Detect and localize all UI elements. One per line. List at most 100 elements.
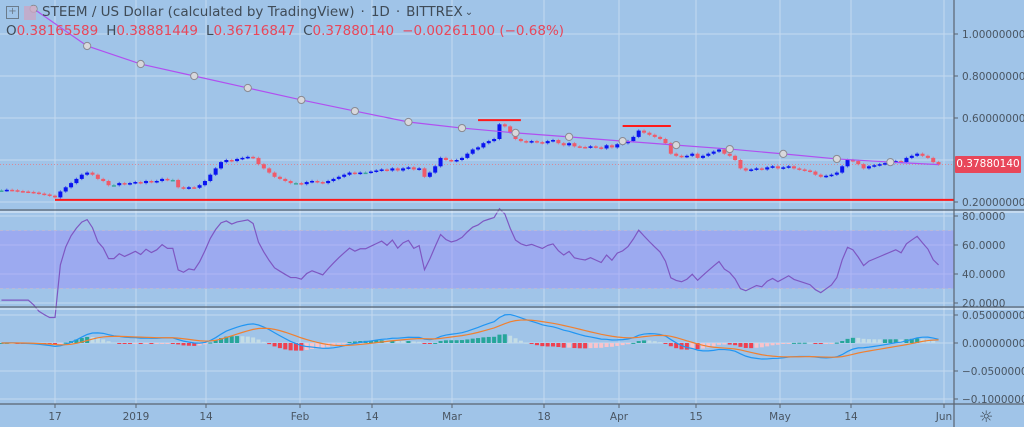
- candle-body: [502, 124, 507, 127]
- candle-body: [834, 172, 839, 175]
- macd-histogram-bar: [529, 343, 534, 345]
- candle-body: [438, 157, 443, 167]
- macd-histogram-bar: [165, 343, 170, 344]
- macd-histogram-bar: [738, 343, 743, 347]
- candle-body: [684, 155, 689, 158]
- macd-histogram-bar: [604, 343, 609, 348]
- symbol-title[interactable]: STEEM / US Dollar (calculated by Trading…: [42, 4, 355, 20]
- rsi-line: [1, 207, 939, 319]
- macd-histogram-bar: [277, 343, 282, 349]
- plus-square-icon[interactable]: +: [6, 6, 19, 19]
- candle-body: [401, 168, 406, 171]
- macd-histogram-bar: [899, 339, 904, 343]
- candle-body: [138, 182, 143, 184]
- candle-body: [786, 166, 791, 168]
- candle-body: [534, 141, 539, 143]
- candle-body: [604, 145, 609, 149]
- candle-body: [583, 146, 588, 149]
- open-label: O: [6, 23, 17, 39]
- candle-body: [299, 183, 304, 185]
- candle-body: [454, 160, 459, 162]
- candle-body: [781, 167, 786, 169]
- candle-body: [824, 175, 829, 178]
- macd-histogram-bar: [422, 343, 427, 344]
- moving-average-marker: [297, 95, 306, 105]
- macd-histogram-bar: [470, 338, 475, 343]
- time-axis-label: Feb: [291, 411, 310, 423]
- price-axis-label: 1.00000000: [962, 29, 1024, 41]
- candle-body: [422, 168, 427, 177]
- moving-average-marker: [457, 123, 467, 133]
- macd-histogram-bar: [834, 342, 839, 344]
- candle-body: [229, 160, 234, 162]
- candle-body: [165, 178, 170, 181]
- price-axis-label: 0.60000000: [962, 113, 1024, 125]
- candle-body: [861, 164, 866, 169]
- macd-histogram-bar: [245, 336, 250, 343]
- time-axis-label: 17: [48, 411, 61, 423]
- macd-histogram-bar: [417, 341, 422, 343]
- moving-average-marker: [672, 140, 681, 150]
- low-value: 0.36716847: [213, 23, 296, 39]
- candle-body: [368, 171, 373, 174]
- macd-histogram-bar: [845, 338, 850, 343]
- candle-body: [127, 183, 132, 185]
- macd-axis-label: 0.05000000: [962, 310, 1024, 322]
- candle-body: [277, 176, 282, 179]
- candle-body: [315, 181, 320, 183]
- time-axis-label: 18: [537, 411, 550, 423]
- macd-histogram-bar: [540, 343, 545, 347]
- macd-histogram-bar: [829, 343, 834, 344]
- interval-label[interactable]: 1D: [370, 4, 390, 20]
- time-axis-label: 15: [689, 411, 702, 423]
- macd-histogram-bar: [310, 343, 315, 349]
- candle-body: [711, 151, 716, 154]
- macd-histogram-bar: [856, 337, 861, 343]
- price-axis-label: 0.20000000: [962, 197, 1024, 209]
- candle-body: [674, 153, 679, 156]
- chevron-down-icon[interactable]: ⌄: [464, 7, 474, 18]
- macd-histogram-bar: [336, 343, 341, 345]
- macd-histogram-bar: [893, 339, 898, 343]
- candle-body: [202, 181, 207, 186]
- macd-histogram-bar: [486, 336, 491, 343]
- moving-average-marker: [83, 41, 92, 51]
- time-axis-label: 14: [365, 411, 379, 423]
- macd-histogram-bar: [508, 335, 513, 343]
- macd-histogram-bar: [459, 340, 464, 343]
- macd-histogram-bar: [208, 342, 213, 344]
- candle-body: [642, 130, 647, 133]
- macd-histogram-bar: [866, 339, 871, 343]
- macd-histogram-bar: [625, 343, 630, 345]
- candle-body: [529, 141, 534, 143]
- candle-body: [915, 153, 920, 156]
- macd-histogram-bar: [186, 343, 191, 346]
- time-axis-label: May: [769, 411, 791, 423]
- candle-body: [561, 143, 566, 146]
- macd-histogram-bar: [192, 343, 197, 346]
- candle-body: [245, 156, 250, 159]
- moving-average-marker: [350, 106, 359, 116]
- macd-histogram-bar: [251, 337, 256, 343]
- time-axis-label: 14: [199, 411, 213, 423]
- macd-histogram-bar: [90, 336, 95, 343]
- candle-body: [770, 166, 775, 168]
- macd-histogram-bar: [695, 343, 700, 350]
- moving-average-marker: [832, 154, 841, 164]
- macd-histogram-bar: [642, 340, 647, 343]
- macd-histogram-bar: [406, 341, 411, 343]
- candle-body: [759, 168, 764, 170]
- macd-histogram-bar: [556, 343, 561, 348]
- candle-body: [181, 187, 186, 189]
- candle-body: [663, 139, 668, 144]
- moving-average-marker: [190, 71, 199, 81]
- candle-body: [797, 168, 802, 170]
- macd-histogram-bar: [850, 337, 855, 343]
- gear-icon[interactable]: ☼: [979, 407, 994, 426]
- candle-body: [615, 144, 620, 148]
- macd-histogram-bar: [288, 343, 293, 351]
- exchange-label[interactable]: BITTREX: [406, 4, 463, 20]
- moving-average-line: [33, 8, 939, 166]
- macd-histogram-bar: [272, 343, 277, 347]
